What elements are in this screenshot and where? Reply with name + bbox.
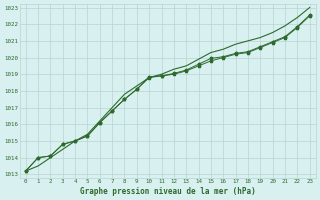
X-axis label: Graphe pression niveau de la mer (hPa): Graphe pression niveau de la mer (hPa): [80, 187, 256, 196]
